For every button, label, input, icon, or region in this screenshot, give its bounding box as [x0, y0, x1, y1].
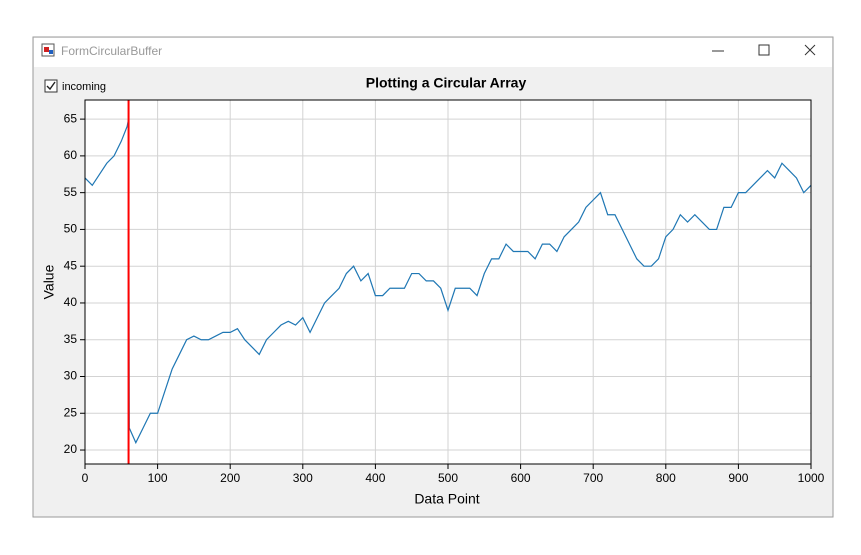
y-tick-label: 20	[64, 442, 78, 456]
y-tick-label: 45	[64, 258, 78, 272]
y-tick-label: 35	[64, 332, 78, 346]
maximize-button[interactable]	[758, 44, 770, 56]
y-tick-label: 30	[64, 369, 78, 383]
checkbox-label[interactable]: incoming	[62, 81, 106, 93]
x-tick-label: 300	[293, 471, 313, 485]
plot-frame	[84, 99, 812, 465]
checkbox[interactable]	[44, 79, 58, 93]
checkmark	[46, 81, 56, 91]
x-tick-label: 100	[148, 471, 168, 485]
x-tick-label: 700	[583, 471, 603, 485]
x-tick-label: 600	[511, 471, 531, 485]
x-tick-label: 400	[365, 471, 385, 485]
y-tick-label: 65	[64, 111, 78, 125]
x-tick-label: 900	[728, 471, 748, 485]
x-tick-label: 1000	[798, 471, 825, 485]
y-tick-label: 55	[64, 185, 78, 199]
x-axis-label: Data Point	[414, 491, 479, 507]
data-line	[84, 119, 812, 445]
x-tick-label: 800	[656, 471, 676, 485]
y-tick-label: 50	[64, 222, 78, 236]
x-tick-label: 0	[82, 471, 89, 485]
y-tick-label: 60	[64, 148, 78, 162]
close-button[interactable]	[804, 44, 816, 56]
window-title: FormCircularBuffer	[61, 44, 162, 58]
y-tick-label: 25	[64, 405, 78, 419]
app-icon	[41, 43, 55, 57]
x-tick-label: 200	[220, 471, 240, 485]
title-bar	[34, 38, 832, 67]
y-tick-label: 40	[64, 295, 78, 309]
y-axis-label: Value	[41, 264, 57, 299]
x-tick-label: 500	[438, 471, 458, 485]
chart-title: Plotting a Circular Array	[366, 75, 527, 91]
